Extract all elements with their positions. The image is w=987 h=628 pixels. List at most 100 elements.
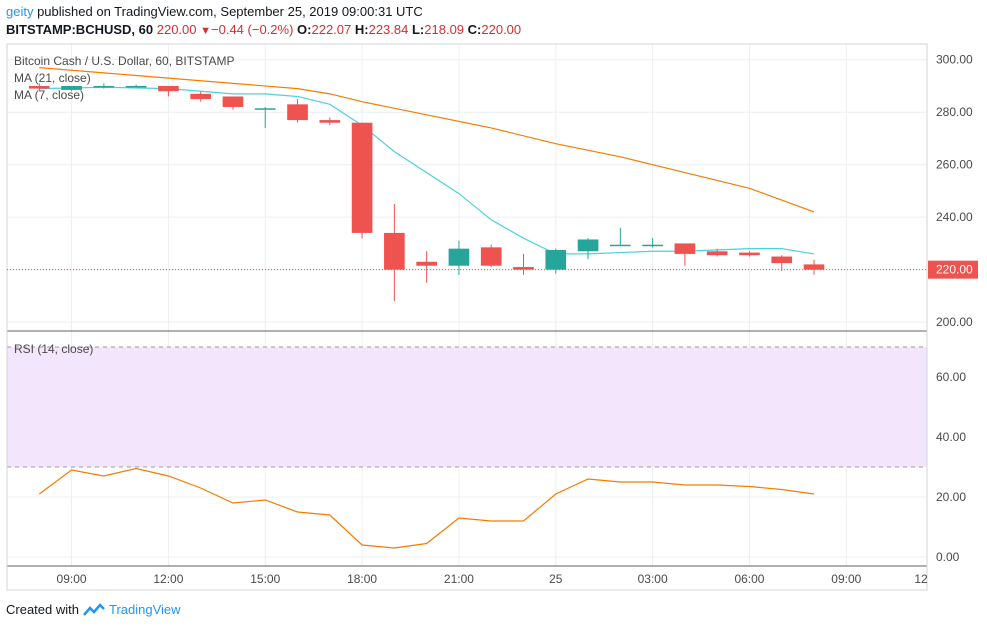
last-price-tag: 220.00 (928, 260, 978, 279)
candle (351, 122, 373, 239)
time-tick-label: 09:00 (831, 572, 861, 586)
rsi-tick-label: 20.00 (936, 490, 966, 504)
legend-ma7: MA (7, close) (14, 88, 84, 102)
high-value: 223.84 (368, 22, 409, 37)
candle (706, 248, 728, 257)
candle (222, 96, 244, 110)
time-tick-label: 25 (549, 572, 563, 586)
candle-body (545, 249, 567, 270)
candle (448, 240, 470, 275)
open-label: O: (297, 22, 312, 37)
legend-ma21: MA (21, close) (14, 71, 91, 85)
candle (384, 204, 405, 302)
close-value: 220.00 (481, 22, 522, 37)
candle (416, 251, 437, 283)
rsi-line (38, 467, 815, 549)
time-tick-label: 09:00 (57, 572, 87, 586)
candle-body (771, 256, 793, 264)
chart-frame (6, 43, 928, 591)
ma21-line (39, 67, 815, 213)
rsi-tick-label: 40.00 (936, 430, 966, 444)
candle-body (93, 85, 115, 88)
rsi-band-lines (7, 346, 927, 468)
time-tick-label: 06:00 (734, 572, 764, 586)
tradingview-brand-link[interactable]: TradingView (108, 602, 181, 617)
candle-body (674, 243, 696, 254)
candle (545, 248, 567, 274)
candle (28, 83, 50, 92)
time-tick-label: 21:00 (444, 572, 474, 586)
candle-body (254, 108, 276, 110)
publish-info: geity published on TradingView.com, Sept… (6, 4, 423, 19)
high-label: H: (354, 22, 369, 37)
candle-body (577, 239, 599, 252)
author-link[interactable]: geity (6, 4, 34, 19)
time-tick-label: 12:00 (153, 572, 183, 586)
candle-body (513, 267, 534, 270)
candle-body (158, 85, 179, 92)
last-price: 220.00 (156, 22, 197, 37)
time-tick-label: 03:00 (638, 572, 668, 586)
candle (125, 84, 147, 88)
time-axis: 09:00 12:00 15:00 18:00 21:00 25 03:00 06:00 09:… (57, 572, 928, 586)
candle-body (610, 244, 631, 247)
candle-body (351, 122, 373, 233)
candle (61, 85, 82, 92)
candles (28, 83, 825, 302)
last-price-tag-bg (928, 260, 978, 279)
candle (513, 253, 534, 275)
candle (739, 251, 760, 257)
candle (610, 227, 631, 247)
price-tick-label: 300.00 (936, 53, 973, 67)
candle-body (222, 96, 244, 107)
time-tick-label: 18:00 (347, 572, 377, 586)
candle-body (642, 244, 663, 247)
candle-body (448, 248, 470, 266)
candle (577, 238, 599, 260)
candle (771, 255, 793, 271)
candle (803, 259, 825, 275)
candle-body (384, 232, 405, 270)
close-label: C: (467, 22, 482, 37)
open-value: 222.07 (311, 22, 352, 37)
grid (7, 44, 927, 566)
candle (287, 99, 308, 123)
price-change: −0.44 (−0.2%) (211, 22, 294, 37)
candle-body (706, 251, 728, 256)
candle (93, 83, 115, 89)
price-axis: 300.00 280.00 260.00 240.00 200.00 (936, 53, 973, 329)
footer: Created with TradingView (6, 602, 181, 617)
price-tick-label: 280.00 (936, 105, 973, 119)
candle-body (480, 247, 502, 266)
rsi-band (7, 347, 927, 467)
candle (158, 85, 179, 97)
price-tick-label: 200.00 (936, 315, 973, 329)
down-triangle-icon: ▼ (200, 25, 212, 37)
chart-title: Bitcoin Cash / U.S. Dollar, 60, BITSTAMP (14, 54, 235, 68)
candle-body (739, 252, 760, 256)
publish-text: published on TradingView.com, September … (33, 4, 423, 19)
symbol-name: BITSTAMP:BCHUSD, 60 (6, 22, 154, 37)
candle (254, 106, 276, 128)
candle (319, 117, 341, 126)
candle-body (125, 85, 147, 88)
last-price-tag-label: 220.00 (936, 263, 973, 277)
candle-body (287, 104, 308, 121)
candle (642, 238, 663, 248)
price-tick-label: 240.00 (936, 210, 973, 224)
low-value: 218.09 (424, 22, 465, 37)
legend-rsi: RSI (14, close) (14, 342, 93, 356)
price-tick-label: 260.00 (936, 158, 973, 172)
rsi-axis: 60.00 40.00 20.00 0.00 (936, 370, 966, 564)
tradingview-logo-icon (83, 602, 105, 616)
candle-body (61, 85, 82, 90)
candle (674, 243, 696, 266)
candle (480, 244, 502, 268)
rsi-tick-label: 60.00 (936, 370, 966, 384)
time-tick-label: 12 (914, 572, 928, 586)
candle-body (28, 85, 50, 89)
candle-body (416, 261, 437, 266)
low-label: L: (411, 22, 425, 37)
candle-body (803, 264, 825, 270)
